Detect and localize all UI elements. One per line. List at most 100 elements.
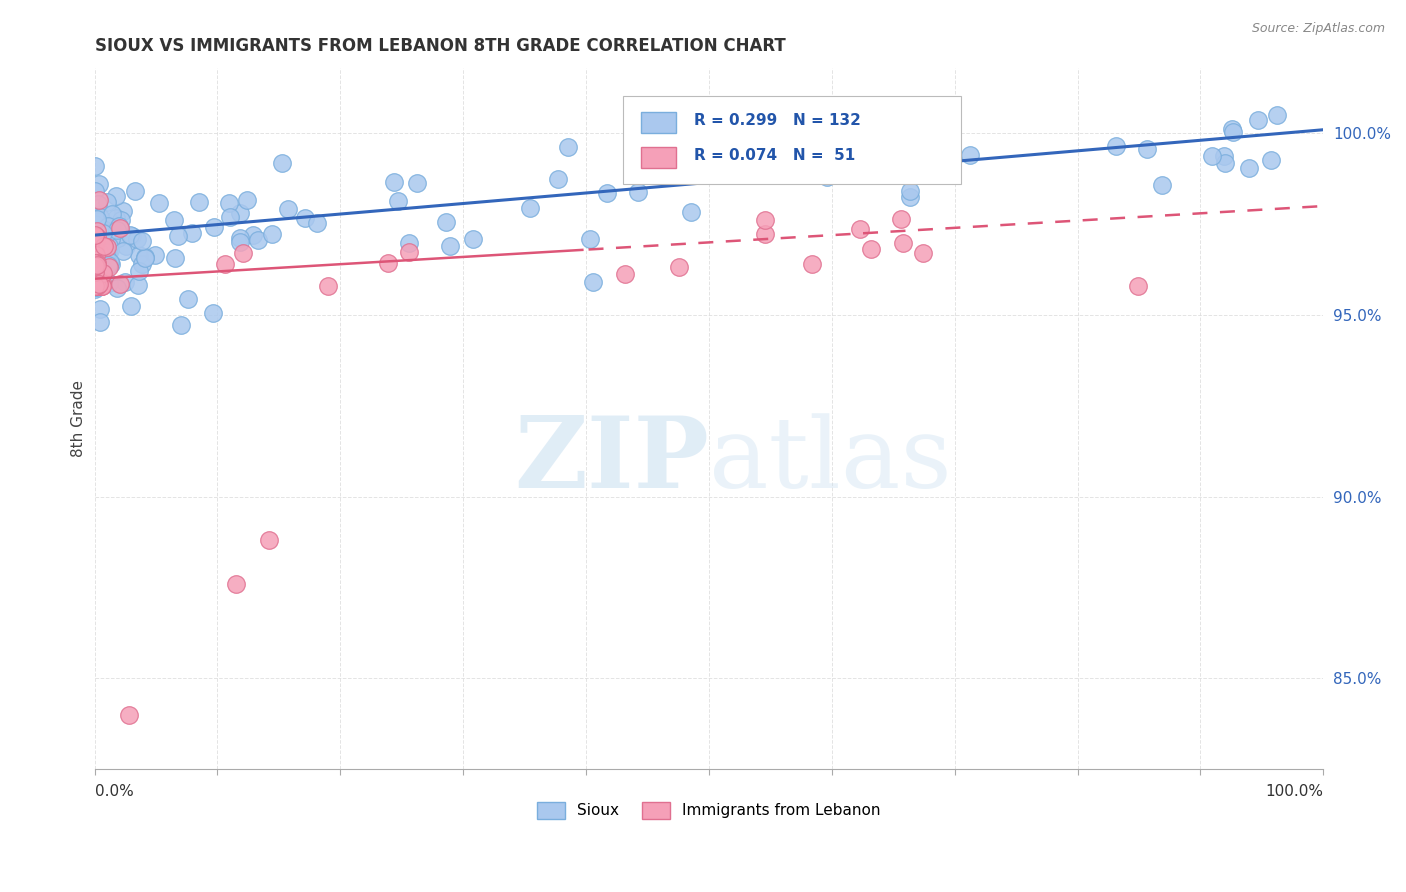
Point [108,219,131,234]
Point [86,224,108,238]
Point [83,253,105,268]
Point [100,219,122,234]
Point [84,265,107,279]
Point [87,208,110,222]
Point [382,175,405,189]
Point [84,254,107,268]
Point [90,279,112,293]
Point [125,232,148,246]
Point [96,195,118,210]
Point [148,195,170,210]
Point [1246,112,1268,127]
Point [163,212,186,227]
Point [83,217,105,231]
Point [1267,108,1289,122]
Point [98,255,121,269]
Point [100,257,122,271]
Point [124,184,146,198]
Point [97,258,120,272]
Point [1126,279,1149,293]
Text: ZIP: ZIP [515,412,709,509]
Point [519,201,541,215]
Point [105,223,128,237]
Point [89,315,111,329]
Point [84,223,107,237]
Point [1260,153,1282,168]
Point [97,239,120,253]
Point [890,212,912,227]
Point [100,232,122,246]
Point [104,219,127,233]
Point [387,194,409,208]
Text: 100.0%: 100.0% [1265,784,1323,799]
Point [120,299,142,313]
Text: SIOUX VS IMMIGRANTS FROM LEBANON 8TH GRADE CORRELATION CHART: SIOUX VS IMMIGRANTS FROM LEBANON 8TH GRA… [94,37,786,55]
Point [84,248,107,262]
FancyBboxPatch shape [641,112,676,133]
Point [118,707,141,722]
Point [547,171,569,186]
Point [83,278,105,293]
Point [177,292,200,306]
Y-axis label: 8th Grade: 8th Grade [72,380,86,457]
Point [83,236,105,251]
Point [120,228,142,243]
Point [108,221,131,235]
Point [236,194,259,208]
Point [105,231,128,245]
Point [84,227,107,242]
Point [96,245,118,260]
Point [187,195,209,210]
Point [181,226,204,240]
Point [131,235,153,249]
Point [803,153,825,167]
Point [87,193,110,207]
Point [84,245,107,260]
Point [98,243,121,257]
Point [84,256,107,270]
Point [108,277,131,291]
Point [754,227,776,242]
Point [86,279,108,293]
Point [225,577,247,591]
Point [97,276,120,290]
Point [83,241,105,255]
Point [87,178,110,192]
Text: 0.0%: 0.0% [94,784,134,799]
Point [83,264,105,278]
Point [228,231,250,245]
Point [128,264,150,278]
Point [87,277,110,291]
Point [108,221,131,235]
Point [247,233,270,247]
Point [1222,125,1244,139]
Point [169,318,191,332]
Point [898,184,921,198]
Point [681,205,703,219]
Point [1220,122,1243,136]
Point [557,139,579,153]
Point [90,279,112,293]
Point [260,227,283,242]
Point [900,189,922,203]
Point [93,238,115,252]
Point [86,269,108,284]
Point [316,279,339,293]
Point [114,275,136,289]
Point [86,197,108,211]
Point [86,256,108,270]
Text: R = 0.299   N = 132: R = 0.299 N = 132 [695,113,860,128]
Point [89,256,111,270]
Point [97,219,120,233]
Point [83,263,105,277]
Point [91,279,114,293]
Point [89,211,111,225]
Point [232,245,254,260]
Point [218,210,240,224]
Point [614,267,637,281]
Point [107,231,129,245]
Point [579,232,602,246]
Point [891,235,914,250]
Point [94,236,117,251]
Point [114,238,136,252]
